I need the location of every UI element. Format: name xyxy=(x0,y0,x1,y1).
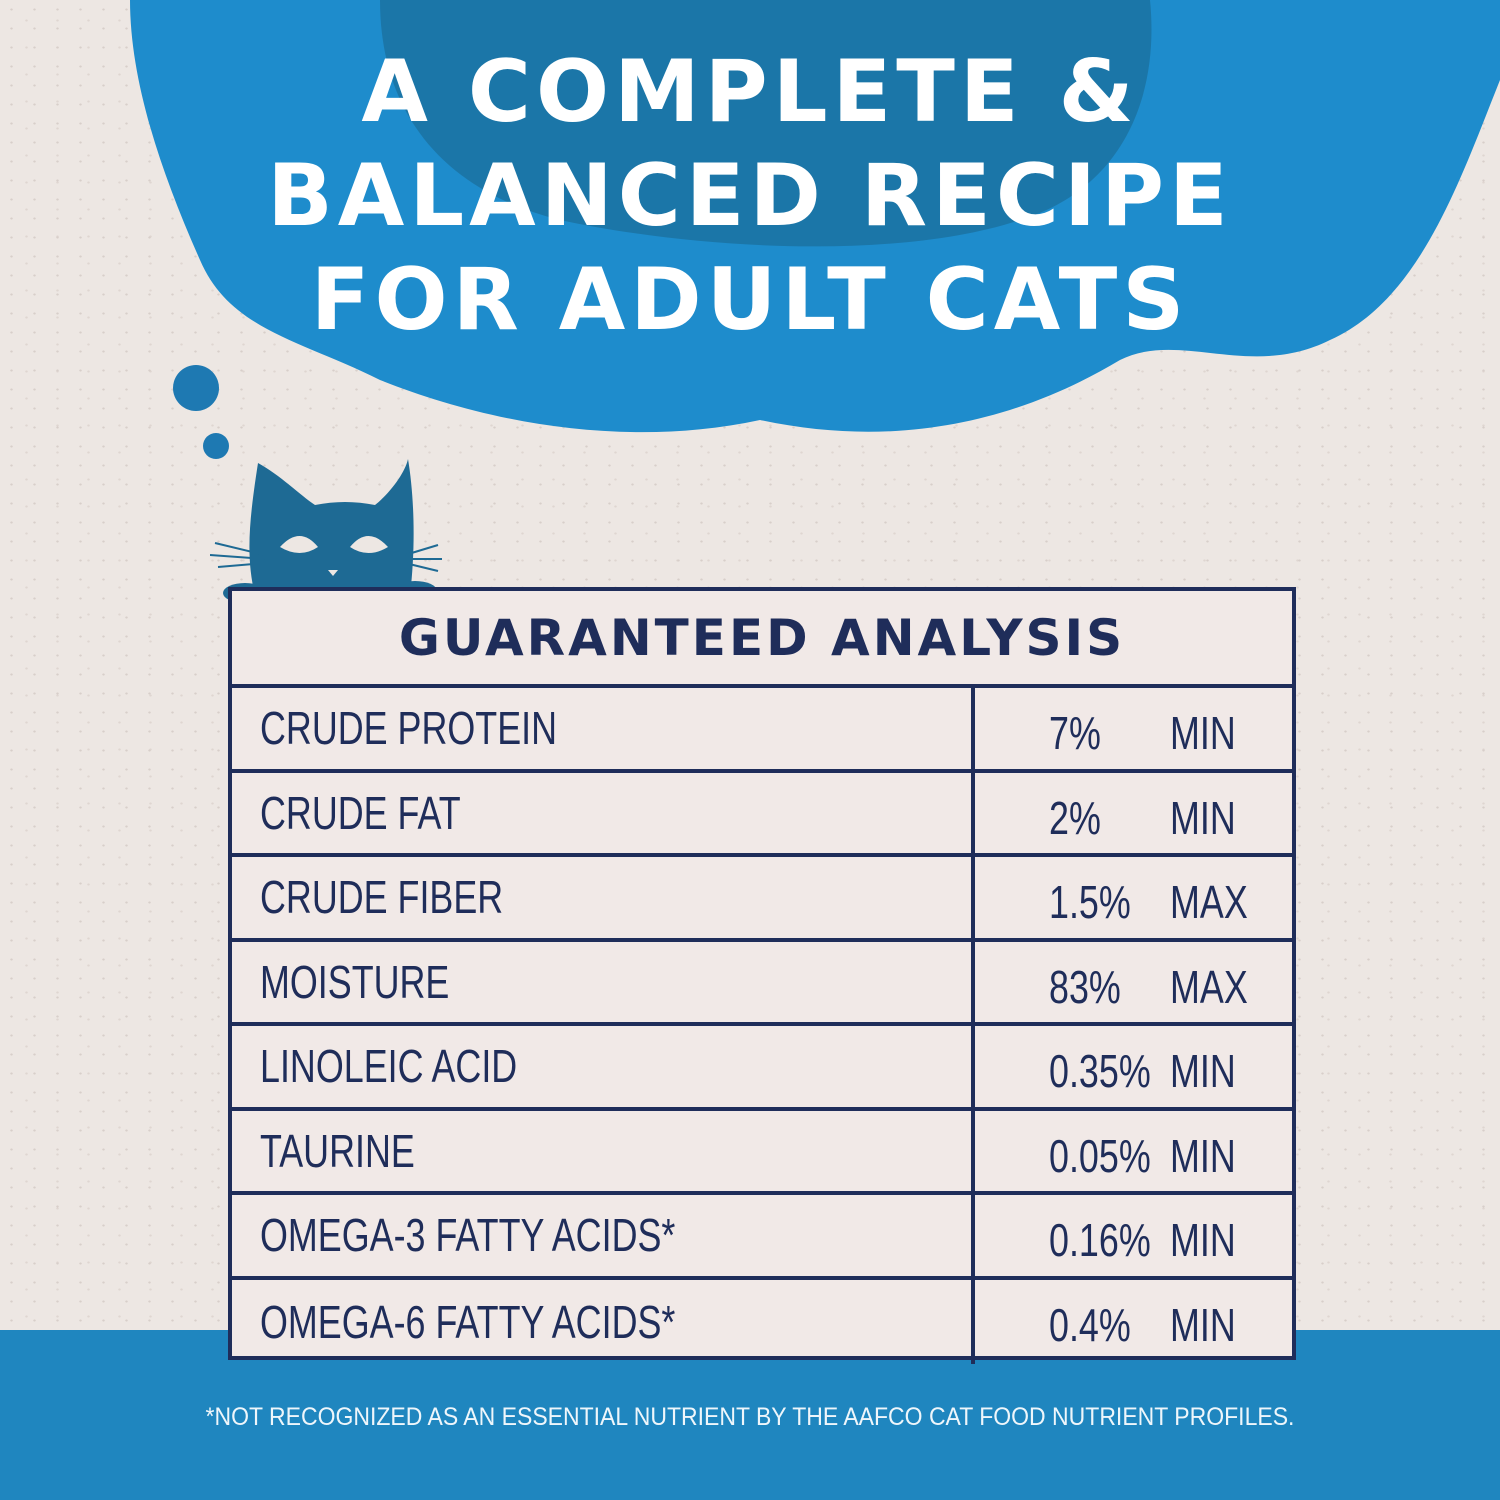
table-title: GUARANTEED ANALYSIS xyxy=(232,591,1292,688)
nutrient-value: 0.16% MIN xyxy=(975,1195,1292,1276)
nutrient-amount: 0.05% xyxy=(1049,1129,1151,1182)
nutrient-name-text: LINOLEIC ACID xyxy=(260,1040,518,1093)
nutrient-amount: 1.5% xyxy=(1049,876,1131,928)
nutrient-unit: MIN xyxy=(1170,1045,1236,1097)
thought-bubble-small-icon xyxy=(203,433,229,459)
nutrient-value: 0.35% MIN xyxy=(975,1026,1292,1107)
table-row: CRUDE FAT 2% MIN xyxy=(232,772,1292,857)
nutrient-name-text: OMEGA-3 FATTY ACIDS* xyxy=(260,1209,676,1262)
nutrient-value: 83% MAX xyxy=(975,942,1292,1023)
thought-bubble-icon xyxy=(173,365,219,411)
nutrient-amount: 0.35% xyxy=(1049,1045,1151,1097)
nutrient-name: OMEGA-6 FATTY ACIDS* xyxy=(232,1279,975,1364)
nutrient-name: LINOLEIC ACID xyxy=(232,1026,975,1107)
nutrient-name: OMEGA-3 FATTY ACIDS* xyxy=(232,1195,975,1276)
nutrient-unit: MIN xyxy=(1170,791,1236,844)
nutrient-value: 2% MIN xyxy=(975,773,1292,854)
nutrient-value: 0.4% MIN xyxy=(975,1280,1292,1365)
nutrient-name: CRUDE FIBER xyxy=(232,857,975,938)
nutrient-unit: MAX xyxy=(1170,876,1248,928)
cat-peeking-icon xyxy=(210,459,442,603)
nutrient-name-text: CRUDE FIBER xyxy=(260,871,504,924)
nutrient-unit: MIN xyxy=(1170,1214,1236,1266)
nutrient-amount: 83% xyxy=(1049,960,1121,1013)
nutrient-name-text: OMEGA-6 FATTY ACIDS* xyxy=(260,1295,676,1348)
nutrient-name: TAURINE xyxy=(232,1110,975,1191)
nutrient-name: MOISTURE xyxy=(232,941,975,1022)
table-row: OMEGA-3 FATTY ACIDS* 0.16% MIN xyxy=(232,1195,1292,1280)
table-row: OMEGA-6 FATTY ACIDS* 0.4% MIN xyxy=(232,1279,1292,1365)
nutrient-amount: 2% xyxy=(1049,791,1101,844)
nutrient-name-text: MOISTURE xyxy=(260,955,450,1008)
nutrient-value: 0.05% MIN xyxy=(975,1111,1292,1192)
table-row: LINOLEIC ACID 0.35% MIN xyxy=(232,1026,1292,1111)
nutrient-name: CRUDE PROTEIN xyxy=(232,688,975,769)
headline-line-1: A COMPLETE & xyxy=(361,42,1139,142)
nutrient-name-text: CRUDE PROTEIN xyxy=(260,702,558,755)
nutrient-amount: 0.4% xyxy=(1049,1298,1131,1351)
headline: A COMPLETE & BALANCED RECIPE FOR ADULT C… xyxy=(0,40,1500,352)
nutrient-name-text: TAURINE xyxy=(260,1124,415,1177)
headline-line-2: BALANCED RECIPE xyxy=(267,146,1233,246)
nutrient-unit: MIN xyxy=(1170,1129,1236,1182)
nutrient-unit: MIN xyxy=(1170,707,1236,759)
nutrient-value: 7% MIN xyxy=(975,688,1292,769)
table-row: CRUDE PROTEIN 7% MIN xyxy=(232,688,1292,773)
nutrient-unit: MIN xyxy=(1170,1298,1236,1351)
table-row: MOISTURE 83% MAX xyxy=(232,941,1292,1026)
nutrient-value: 1.5% MAX xyxy=(975,857,1292,938)
guaranteed-analysis-table: GUARANTEED ANALYSIS CRUDE PROTEIN 7% MIN C… xyxy=(228,587,1296,1364)
table-row: CRUDE FIBER 1.5% MAX xyxy=(232,857,1292,942)
nutrient-amount: 0.16% xyxy=(1049,1214,1151,1266)
table-row: TAURINE 0.05% MIN xyxy=(232,1110,1292,1195)
nutrient-name: CRUDE FAT xyxy=(232,772,975,853)
headline-line-3: FOR ADULT CATS xyxy=(310,250,1190,350)
footnote: *NOT RECOGNIZED AS AN ESSENTIAL NUTRIENT… xyxy=(205,1403,1295,1431)
nutrient-unit: MAX xyxy=(1170,960,1248,1013)
nutrient-name-text: CRUDE FAT xyxy=(260,786,461,839)
nutrient-amount: 7% xyxy=(1049,707,1101,759)
